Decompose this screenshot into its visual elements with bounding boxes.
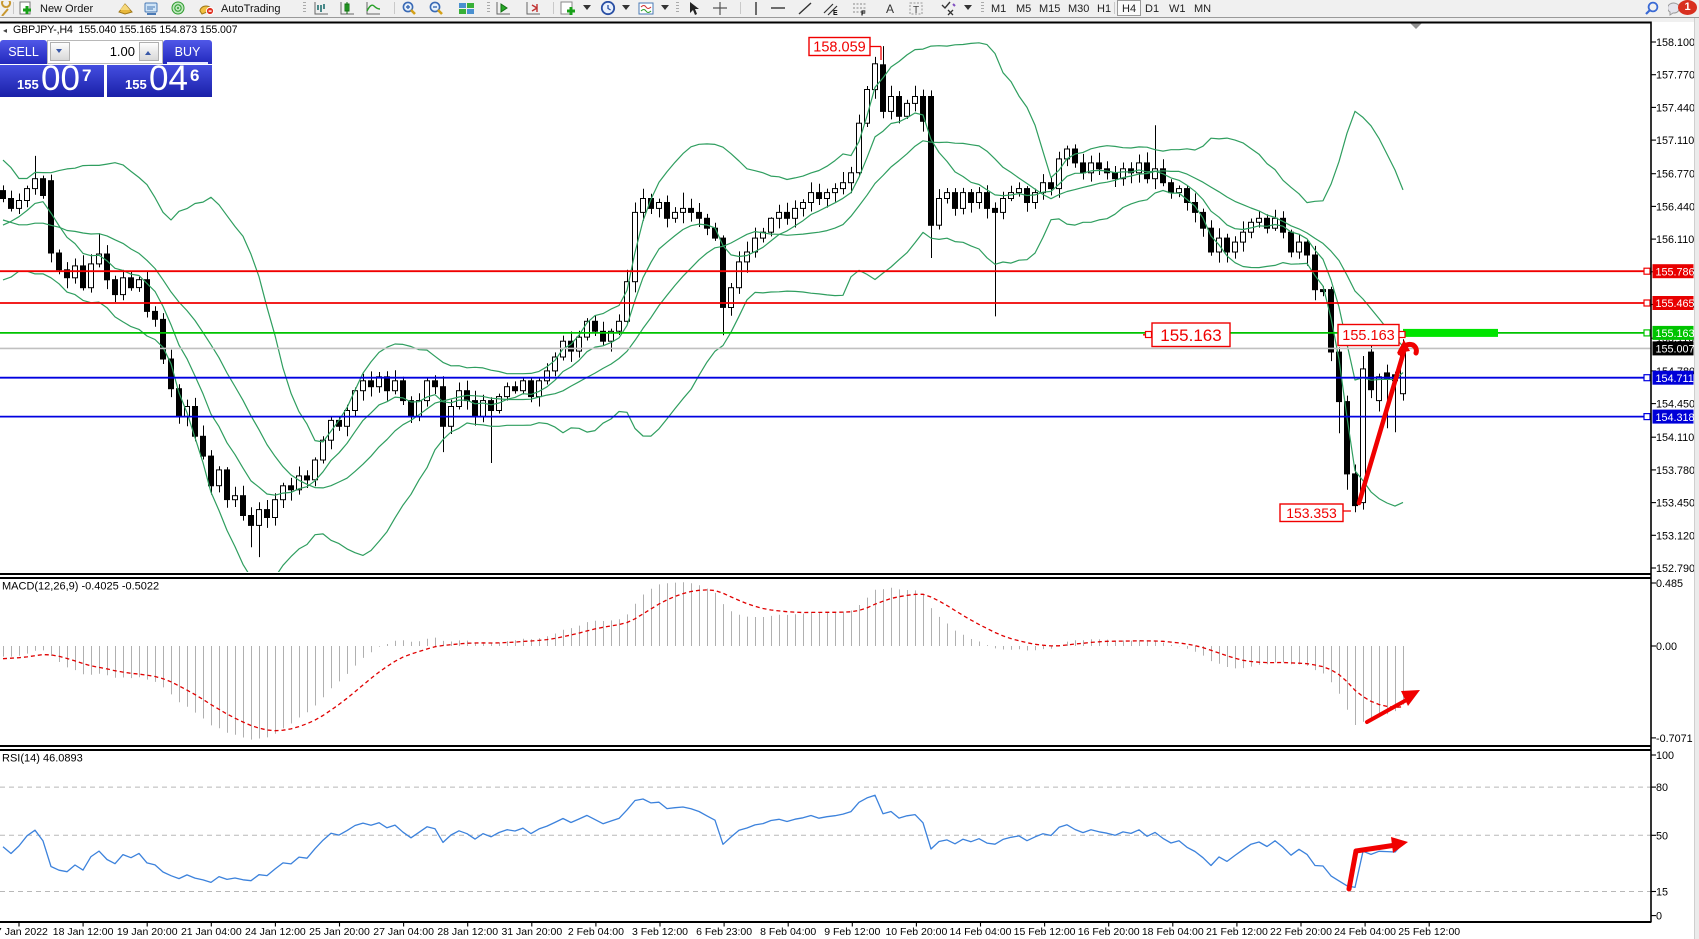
svg-text:24 Feb 04:00: 24 Feb 04:00: [1334, 926, 1396, 938]
svg-text:25 Jan 20:00: 25 Jan 20:00: [309, 926, 370, 938]
svg-text:157.770: 157.770: [1656, 70, 1695, 82]
svg-text:155.007: 155.007: [1656, 344, 1695, 356]
svg-text:156.770: 156.770: [1656, 169, 1695, 181]
svg-text:152.790: 152.790: [1656, 563, 1695, 575]
svg-text:156.440: 156.440: [1656, 201, 1695, 213]
svg-text:100: 100: [1656, 750, 1674, 762]
svg-text:156.110: 156.110: [1656, 234, 1694, 246]
svg-text:80: 80: [1656, 782, 1668, 794]
svg-text:155.786: 155.786: [1656, 266, 1695, 278]
svg-text:153.450: 153.450: [1656, 498, 1695, 510]
svg-text:154.318: 154.318: [1656, 412, 1695, 424]
svg-text:10 Feb 20:00: 10 Feb 20:00: [885, 926, 947, 938]
svg-text:T: T: [913, 5, 919, 16]
svg-text:153.353: 153.353: [1286, 505, 1337, 521]
svg-text:18 Jan 12:00: 18 Jan 12:00: [53, 926, 114, 938]
svg-text:19 Jan 20:00: 19 Jan 20:00: [117, 926, 178, 938]
svg-text:◂: ◂: [3, 26, 7, 35]
svg-text:155.163: 155.163: [1656, 328, 1695, 340]
svg-text:6 Feb 23:00: 6 Feb 23:00: [696, 926, 752, 938]
svg-text:2 Feb 04:00: 2 Feb 04:00: [568, 926, 624, 938]
svg-text:157.110: 157.110: [1656, 135, 1694, 147]
svg-text:0.485: 0.485: [1656, 578, 1683, 590]
svg-text:21 Jan 04:00: 21 Jan 04:00: [181, 926, 242, 938]
svg-text:E: E: [833, 10, 838, 16]
svg-text:16 Feb 20:00: 16 Feb 20:00: [1078, 926, 1140, 938]
svg-text:17 Jan 2022: 17 Jan 2022: [0, 926, 48, 938]
svg-text:0.00: 0.00: [1656, 641, 1677, 653]
svg-text:21 Feb 12:00: 21 Feb 12:00: [1206, 926, 1268, 938]
svg-text:15 Feb 12:00: 15 Feb 12:00: [1014, 926, 1076, 938]
svg-text:-0.7071: -0.7071: [1656, 733, 1693, 745]
svg-text:F: F: [861, 9, 866, 17]
svg-text:158.100: 158.100: [1656, 37, 1695, 49]
svg-text:50: 50: [1656, 830, 1668, 842]
svg-text:28 Jan 12:00: 28 Jan 12:00: [437, 926, 498, 938]
svg-text:14 Feb 04:00: 14 Feb 04:00: [950, 926, 1012, 938]
svg-text:153.780: 153.780: [1656, 465, 1695, 477]
svg-text:155.163: 155.163: [1342, 328, 1394, 344]
svg-text:27 Jan 04:00: 27 Jan 04:00: [373, 926, 434, 938]
svg-text:0: 0: [1656, 911, 1662, 923]
svg-text:15: 15: [1656, 887, 1668, 899]
svg-text:31 Jan 20:00: 31 Jan 20:00: [501, 926, 562, 938]
svg-text:3 Feb 12:00: 3 Feb 12:00: [632, 926, 688, 938]
svg-text:154.711: 154.711: [1656, 373, 1694, 385]
svg-text:9 Feb 12:00: 9 Feb 12:00: [824, 926, 880, 938]
svg-text:154.450: 154.450: [1656, 399, 1695, 411]
svg-text:18 Feb 04:00: 18 Feb 04:00: [1142, 926, 1204, 938]
svg-text:155.163: 155.163: [1160, 326, 1221, 345]
svg-text:154.110: 154.110: [1656, 432, 1694, 444]
svg-text:25 Feb 12:00: 25 Feb 12:00: [1398, 926, 1460, 938]
svg-text:MACD(12,26,9) -0.4025 -0.5022: MACD(12,26,9) -0.4025 -0.5022: [2, 581, 159, 593]
svg-text:RSI(14) 46.0893: RSI(14) 46.0893: [2, 753, 83, 765]
svg-text:153.120: 153.120: [1656, 530, 1695, 542]
svg-text:158.059: 158.059: [813, 40, 865, 56]
svg-text:155.465: 155.465: [1656, 298, 1695, 310]
svg-text:157.440: 157.440: [1656, 102, 1695, 114]
svg-text:24 Jan 12:00: 24 Jan 12:00: [245, 926, 306, 938]
svg-text:22 Feb 20:00: 22 Feb 20:00: [1270, 926, 1332, 938]
svg-text:GBPJPY-,H4 155.040 155.165 15: GBPJPY-,H4 155.040 155.165 154.873 155.0…: [13, 24, 238, 36]
svg-text:8 Feb 04:00: 8 Feb 04:00: [760, 926, 816, 938]
